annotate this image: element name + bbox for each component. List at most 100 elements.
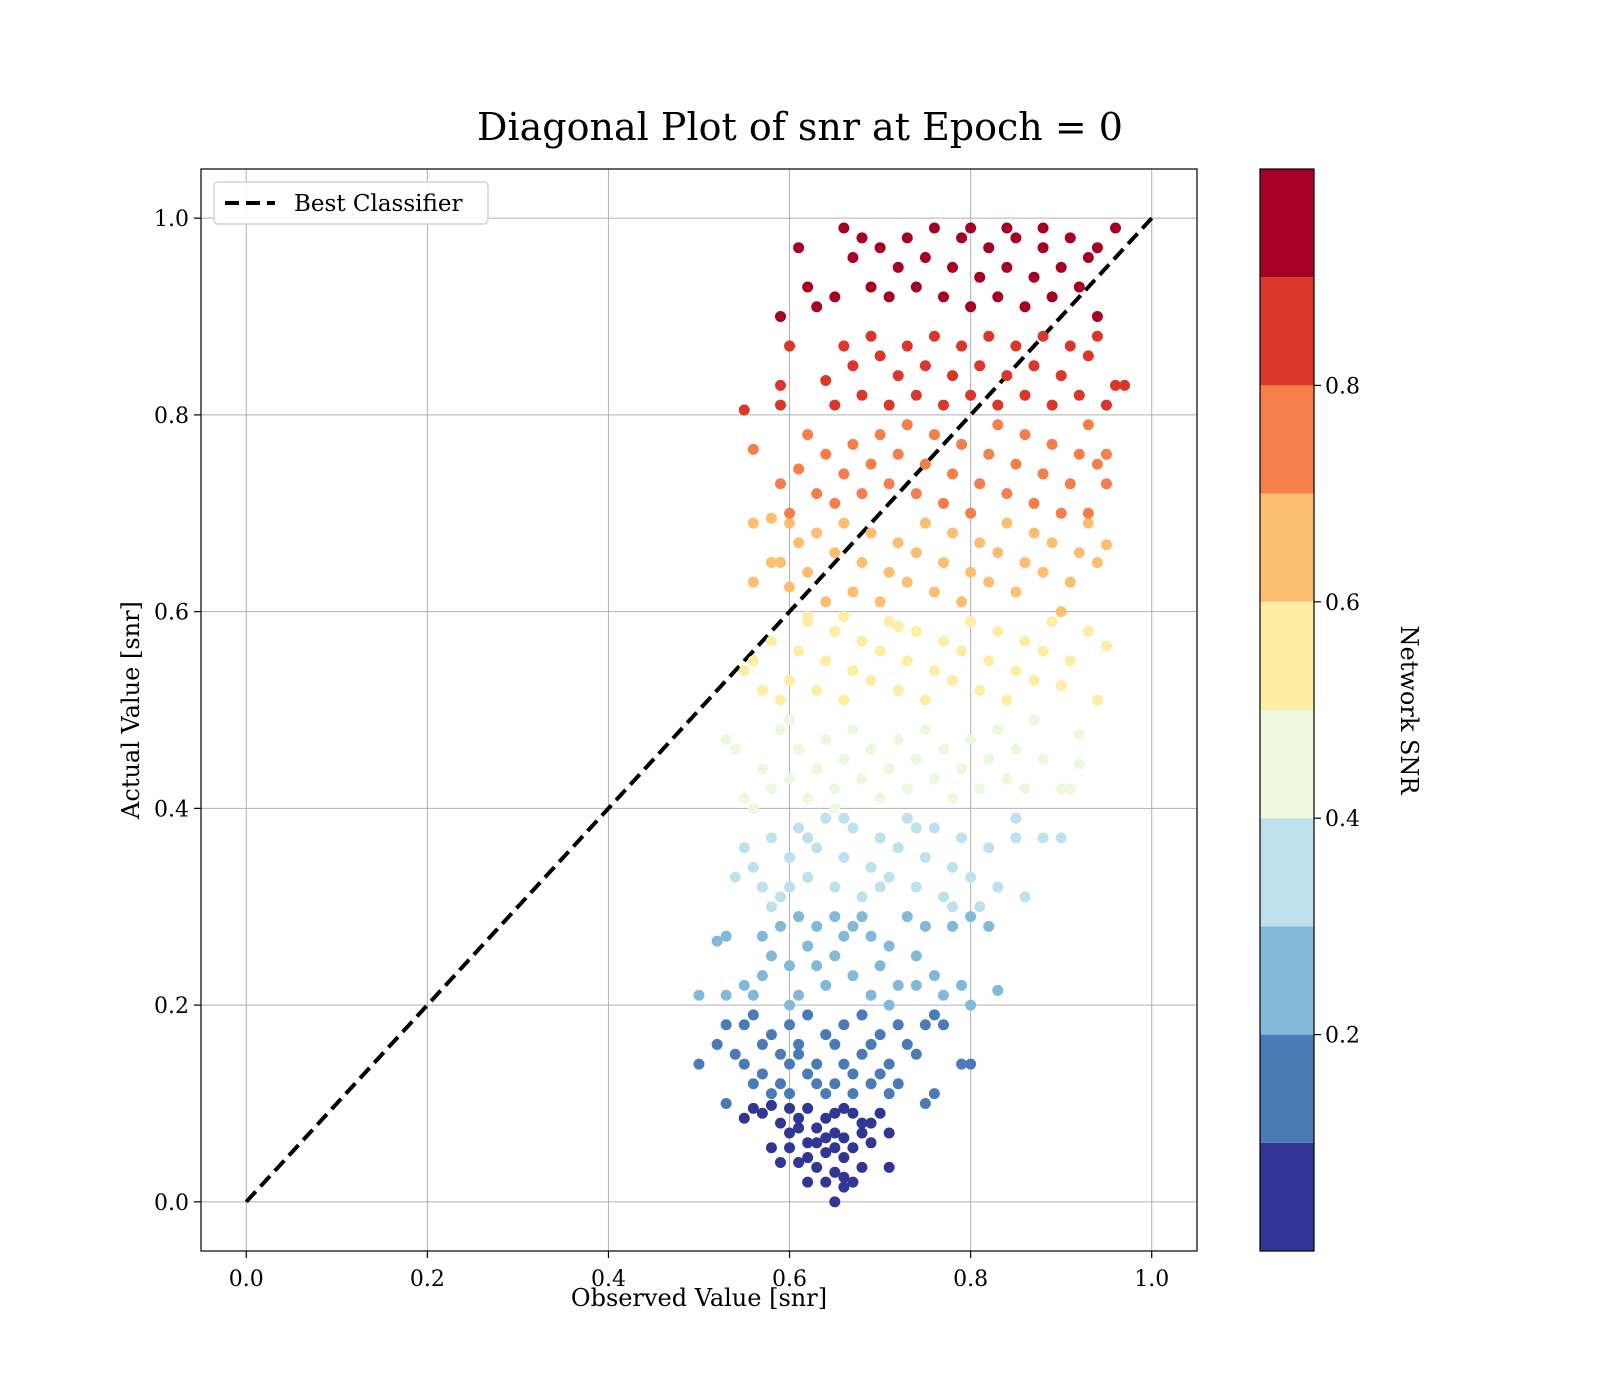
scatter-point [1064,576,1076,588]
scatter-point [883,615,895,627]
scatter-point [847,438,859,450]
scatter-point [919,1019,931,1031]
y-tick-label: 1.0 [154,207,189,232]
scatter-point [820,655,832,667]
scatter-point [820,1029,832,1041]
scatter-point [774,478,786,490]
scatter-point [820,1176,832,1188]
scatter-point [947,861,959,873]
scatter-point [1037,645,1049,657]
scatter-point [820,596,832,608]
scatter-point [756,1038,768,1050]
scatter-point [1028,271,1040,283]
scatter-point [965,911,977,923]
scatter-point [847,665,859,677]
scatter-point [965,507,977,519]
scatter-point [947,370,959,382]
scatter-point [1001,370,1013,382]
scatter-point [1064,783,1076,795]
scatter-point [1110,222,1122,234]
scatter-point [802,1137,814,1149]
scatter-point [829,1166,841,1178]
scatter-point [802,1102,814,1114]
scatter-point [901,812,913,824]
scatter-point [919,252,931,264]
scatter-point [1091,694,1103,706]
scatter-point [910,281,922,293]
x-tick-label: 0.0 [229,1267,264,1292]
scatter-point [892,734,904,746]
scatter-point [965,389,977,401]
scatter-point [838,1019,850,1031]
scatter-point [1082,252,1094,264]
scatter-point [928,822,940,834]
scatter-point [992,984,1004,996]
scatter-point [874,832,886,844]
scatter-point [947,468,959,480]
scatter-point [793,537,805,549]
scatter-point [802,281,814,293]
scatter-point [956,340,968,352]
scatter-point [793,1048,805,1060]
scatter-point [928,222,940,234]
scatter-point [820,979,832,991]
scatter-point [947,920,959,932]
scatter-point [1091,556,1103,568]
scatter-point [747,576,759,588]
scatter-point [793,1038,805,1050]
scatter-point [765,832,777,844]
colorbar-bin [1260,710,1314,819]
colorbar-bins [1260,169,1314,1251]
scatter-point [1082,507,1094,519]
scatter-point [729,743,741,755]
scatter-point [829,1196,841,1208]
scatter-point [901,655,913,667]
colorbar-tick-label: 0.6 [1325,591,1360,616]
scatter-point [865,1117,877,1129]
plot-frame [200,168,1198,1252]
scatter-point [784,1088,796,1100]
scatter-point [847,1088,859,1100]
scatter-point [974,684,986,696]
scatter-point [802,1176,814,1188]
scatter-point [847,586,859,598]
scatter-point [802,566,814,578]
scatter-point [838,753,850,765]
scatter-point [756,881,768,893]
scatter-point [910,822,922,834]
scatter-point [1037,753,1049,765]
scatter-point [847,1142,859,1154]
scatter-point [1028,714,1040,726]
scatter-point [1001,517,1013,529]
scatter-point [910,488,922,500]
scatter-point [811,301,823,313]
scatter-point [947,901,959,913]
scatter-point [856,488,868,500]
scatter-point [829,802,841,814]
scatter-point [1001,694,1013,706]
legend-box [213,181,489,225]
scatter-point [883,1161,895,1173]
scatter-point [738,842,750,854]
legend: Best Classifier [213,181,489,225]
scatter-point [811,920,823,932]
scatter-point [747,989,759,1001]
scatter-point [937,291,949,303]
scatter-point [883,940,895,952]
scatter-point [856,891,868,903]
colorbar: 0.2 0.4 0.6 0.8 Network SNR [1259,168,1423,1252]
scatter-point [793,463,805,475]
scatter-point [937,635,949,647]
scatter-point [738,793,750,805]
scatter-point [820,1147,832,1159]
scatter-point [1037,566,1049,578]
scatter-point [928,429,940,441]
scatter-point [838,517,850,529]
scatter-point [901,1038,913,1050]
scatter-point [820,1132,832,1144]
scatter-point [829,399,841,411]
colorbar-bin [1260,277,1314,386]
scatter-point [919,360,931,372]
scatter-point [793,743,805,755]
scatter-point [765,1029,777,1041]
